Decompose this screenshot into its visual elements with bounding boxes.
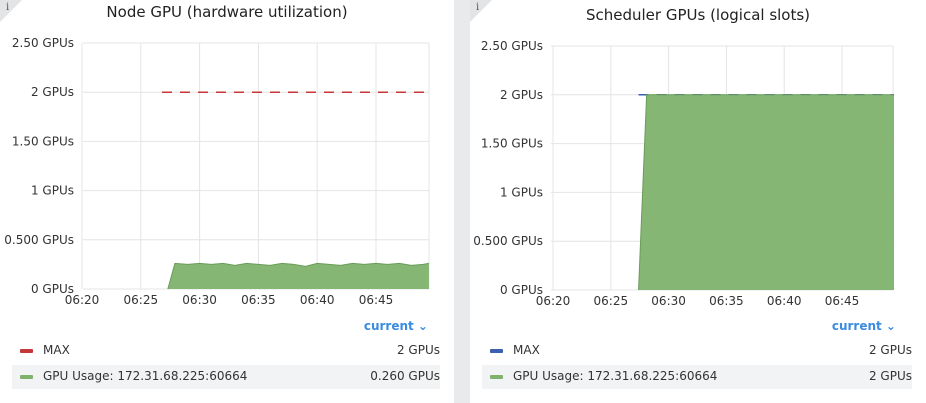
x-tick-label: 06:45 <box>359 293 394 307</box>
y-tick-label: 2 GPUs <box>500 88 543 102</box>
panel-node-gpu: i Node GPU (hardware utilization) 0 GPUs… <box>0 0 454 403</box>
x-tick-label: 06:30 <box>651 294 686 308</box>
panel-title[interactable]: Scheduler GPUs (logical slots) <box>585 6 811 24</box>
y-tick-label: 0 GPUs <box>31 282 74 296</box>
legend-sort-current[interactable]: current ⌄ <box>363 319 428 333</box>
legend-value: 2 GPUs <box>868 343 912 357</box>
x-tick-label: 06:40 <box>300 293 335 307</box>
legend-value: 2 GPUs <box>868 369 912 383</box>
legend-swatch <box>20 349 33 353</box>
x-tick-label: 06:35 <box>709 294 744 308</box>
x-tick-label: 06:20 <box>536 294 571 308</box>
x-tick-label: 06:25 <box>124 293 159 307</box>
panel-info-corner[interactable] <box>0 0 22 22</box>
legend-value: 2 GPUs <box>396 343 440 357</box>
y-tick-label: 1.50 GPUs <box>481 137 543 151</box>
y-tick-label: 1.50 GPUs <box>12 134 74 148</box>
panel-info-corner[interactable] <box>470 0 492 22</box>
y-tick-label: 2.50 GPUs <box>12 36 74 50</box>
legend-item-gpu-usage[interactable]: GPU Usage: 172.31.68.225:60664 2 GPUs <box>482 365 912 389</box>
legend-value: 0.260 GPUs <box>370 369 440 383</box>
series-line-gpu-usage <box>638 94 895 291</box>
legend-swatch <box>20 375 33 379</box>
x-tick-label: 06:30 <box>182 293 217 307</box>
legend-item-gpu-usage[interactable]: GPU Usage: 172.31.68.225:60664 0.260 GPU… <box>12 365 440 389</box>
panel-scheduler-gpus: i Scheduler GPUs (logical slots) 0 GPUs 0… <box>470 0 926 403</box>
legend-swatch <box>490 375 503 379</box>
info-icon[interactable]: i <box>476 2 480 13</box>
y-tick-label: 2 GPUs <box>31 85 74 99</box>
series-line-gpu-usage <box>167 262 430 290</box>
y-tick-label: 1 GPUs <box>31 184 74 198</box>
legend-item-max[interactable]: MAX 2 GPUs <box>482 339 912 363</box>
panel-title[interactable]: Node GPU (hardware utilization) <box>106 3 348 21</box>
y-tick-label: 0.500 GPUs <box>473 234 543 248</box>
x-tick-label: 06:40 <box>767 294 802 308</box>
legend-label: MAX <box>513 343 540 357</box>
legend-label: GPU Usage: 172.31.68.225:60664 <box>513 369 718 383</box>
legend-label: MAX <box>43 343 70 357</box>
x-tick-label: 06:25 <box>594 294 629 308</box>
x-tick-label: 06:35 <box>241 293 276 307</box>
series-area-gpu-usage <box>167 263 429 289</box>
y-tick-label: 1 GPUs <box>500 185 543 199</box>
y-tick-label: 0 GPUs <box>500 283 543 297</box>
x-tick-label: 06:45 <box>825 294 860 308</box>
legend-item-max[interactable]: MAX 2 GPUs <box>12 339 440 363</box>
legend-swatch <box>490 349 503 353</box>
info-icon[interactable]: i <box>6 2 10 13</box>
y-tick-label: 0.500 GPUs <box>4 233 74 247</box>
chart-scheduler-gpus: 0 GPUs 0.500 GPUs 1 GPUs 1.50 GPUs 2 GPUs 2.5… <box>473 39 895 308</box>
chart-node-gpu: 0 GPUs 0.500 GPUs 1 GPUs 1.50 GPUs 2 GPUs 2.5… <box>4 36 430 307</box>
legend-label: GPU Usage: 172.31.68.225:60664 <box>43 369 248 383</box>
x-tick-label: 06:20 <box>65 293 100 307</box>
y-tick-label: 2.50 GPUs <box>481 39 543 53</box>
series-area-gpu-usage <box>638 94 895 290</box>
legend-sort-current[interactable]: current ⌄ <box>831 319 896 333</box>
